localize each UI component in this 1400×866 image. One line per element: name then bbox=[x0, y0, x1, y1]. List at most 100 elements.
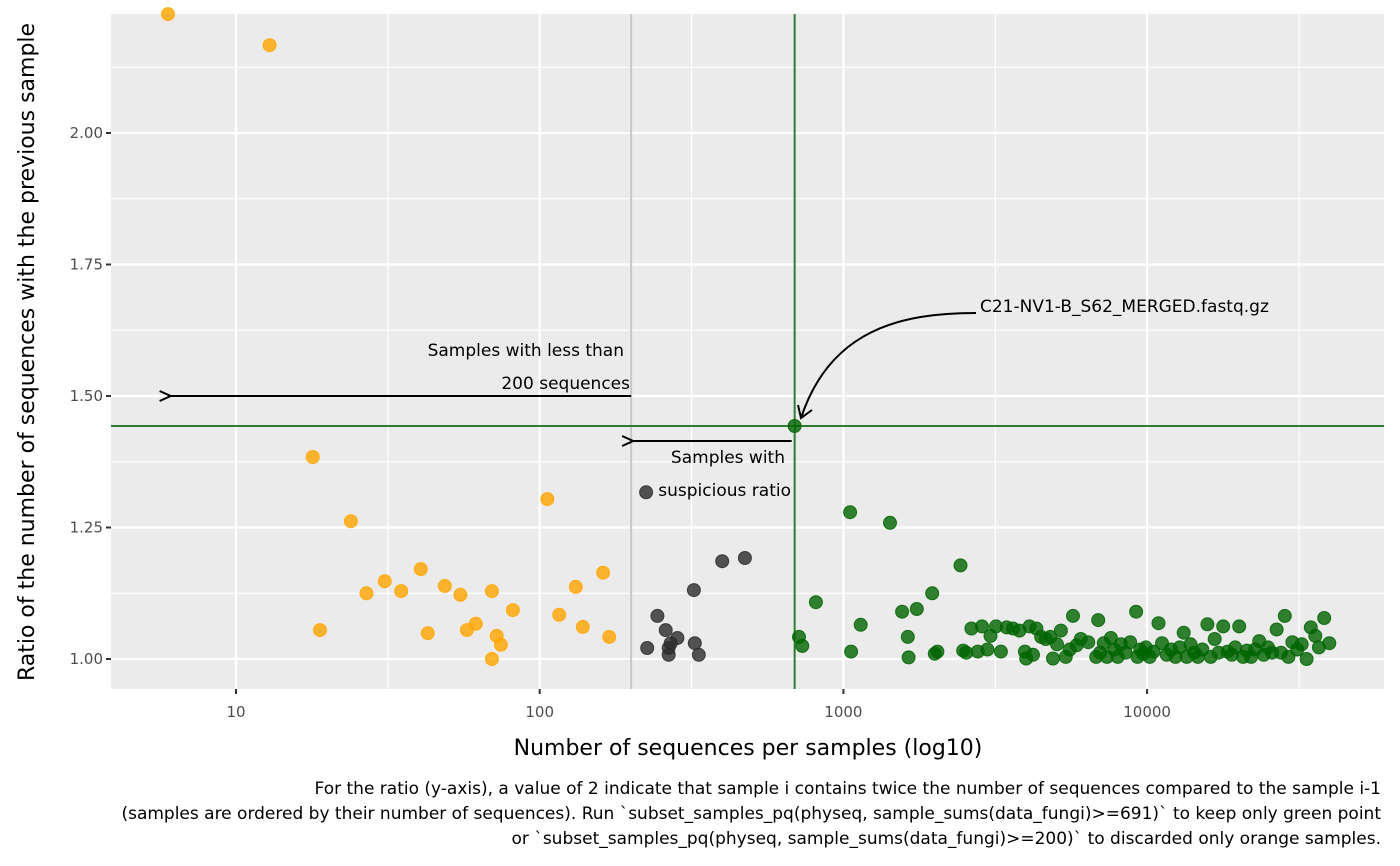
plot-panel bbox=[111, 14, 1384, 689]
x-tick-label: 100 bbox=[525, 703, 554, 721]
data-point bbox=[468, 616, 483, 631]
data-point bbox=[661, 647, 676, 662]
data-point bbox=[453, 587, 468, 602]
data-point bbox=[1317, 611, 1332, 625]
data-point bbox=[737, 551, 752, 565]
data-point bbox=[1294, 637, 1309, 652]
arrow-highlight-head bbox=[797, 404, 813, 420]
data-point bbox=[161, 7, 175, 22]
data-point bbox=[552, 607, 567, 622]
annotation-suspicious-line2: suspicious ratio bbox=[658, 481, 791, 501]
data-point bbox=[639, 485, 654, 500]
x-tick-labels: 10 100 1000 10000 bbox=[226, 703, 1171, 721]
data-point bbox=[930, 644, 945, 659]
x-tick-label: 10 bbox=[226, 703, 245, 721]
data-point bbox=[1200, 617, 1215, 632]
data-point bbox=[980, 642, 995, 657]
arrow-highlight-sample bbox=[800, 312, 977, 419]
annotations: Samples with less than 200 sequences Sam… bbox=[171, 297, 1269, 501]
data-point bbox=[650, 608, 665, 623]
data-point bbox=[959, 645, 974, 660]
data-point bbox=[640, 641, 655, 655]
data-point bbox=[1207, 632, 1222, 646]
data-point bbox=[568, 579, 583, 594]
y-tick-label: 1.00 bbox=[70, 650, 103, 668]
data-point bbox=[658, 623, 673, 638]
x-tick-label: 1000 bbox=[824, 703, 862, 721]
axis-ticks bbox=[106, 132, 1149, 694]
data-point bbox=[1176, 625, 1191, 640]
data-point bbox=[305, 450, 320, 464]
data-point bbox=[1129, 604, 1144, 619]
data-point bbox=[687, 636, 702, 651]
data-point bbox=[1026, 647, 1040, 662]
data-point bbox=[787, 419, 802, 433]
y-tick-label: 1.25 bbox=[70, 519, 103, 537]
annotation-less-than-200-line2: 200 sequences bbox=[501, 374, 630, 394]
data-point bbox=[691, 647, 706, 662]
grid-minor bbox=[111, 14, 1384, 689]
data-point bbox=[437, 578, 452, 593]
data-point bbox=[1081, 635, 1096, 650]
data-point bbox=[883, 515, 897, 530]
y-axis-title: Ratio of the number of sequences with th… bbox=[15, 23, 40, 681]
data-point bbox=[343, 514, 358, 529]
data-points bbox=[161, 7, 1337, 666]
data-point bbox=[844, 644, 859, 659]
data-point bbox=[1322, 636, 1337, 651]
data-point bbox=[1216, 619, 1231, 634]
data-point bbox=[909, 602, 924, 616]
data-point bbox=[925, 586, 940, 601]
series-orange bbox=[161, 7, 617, 666]
data-point bbox=[1151, 616, 1166, 631]
data-point bbox=[484, 584, 499, 599]
caption-line-3: or `subset_samples_pq(physeq, sample_sum… bbox=[512, 829, 1381, 849]
y-tick-label: 2.00 bbox=[70, 124, 103, 142]
y-tick-labels: 1.00 1.25 1.50 1.75 2.00 bbox=[70, 124, 103, 668]
data-point bbox=[853, 617, 868, 632]
data-point bbox=[1050, 637, 1064, 652]
data-point bbox=[670, 631, 685, 645]
threshold-lines bbox=[111, 14, 1384, 689]
data-point bbox=[895, 604, 910, 619]
data-point bbox=[975, 619, 989, 634]
data-point bbox=[413, 562, 428, 577]
series-green bbox=[787, 419, 1337, 666]
annotation-suspicious-line1: Samples with bbox=[671, 448, 785, 468]
data-point bbox=[1046, 651, 1060, 666]
data-point bbox=[540, 492, 555, 507]
data-point bbox=[1269, 622, 1284, 637]
data-point bbox=[1053, 623, 1068, 638]
data-point bbox=[1066, 608, 1080, 623]
data-point bbox=[575, 619, 590, 634]
data-point bbox=[686, 583, 701, 598]
data-point bbox=[484, 652, 499, 666]
data-point bbox=[1123, 635, 1138, 650]
data-point bbox=[1091, 613, 1106, 628]
data-point bbox=[262, 38, 277, 53]
data-point bbox=[993, 644, 1008, 659]
data-point bbox=[493, 637, 508, 652]
data-point bbox=[359, 586, 374, 601]
data-point bbox=[808, 595, 823, 610]
y-tick-label: 1.75 bbox=[70, 256, 103, 274]
data-point bbox=[1146, 644, 1161, 659]
data-point bbox=[377, 574, 392, 589]
data-point bbox=[1232, 619, 1247, 634]
data-point bbox=[1277, 608, 1292, 623]
y-tick-label: 1.50 bbox=[70, 387, 103, 405]
data-point bbox=[420, 626, 435, 641]
data-point bbox=[602, 629, 617, 644]
data-point bbox=[1308, 628, 1323, 643]
data-point bbox=[596, 565, 611, 580]
annotation-less-than-200-line1: Samples with less than bbox=[428, 341, 624, 361]
data-point bbox=[795, 638, 810, 653]
data-point bbox=[1299, 652, 1314, 666]
x-axis-title: Number of sequences per samples (log10) bbox=[514, 736, 983, 761]
data-point bbox=[953, 558, 968, 573]
caption-line-1: For the ratio (y-axis), a value of 2 ind… bbox=[315, 779, 1381, 799]
x-tick-label: 10000 bbox=[1123, 703, 1171, 721]
data-point bbox=[313, 623, 327, 638]
data-point bbox=[901, 650, 916, 665]
